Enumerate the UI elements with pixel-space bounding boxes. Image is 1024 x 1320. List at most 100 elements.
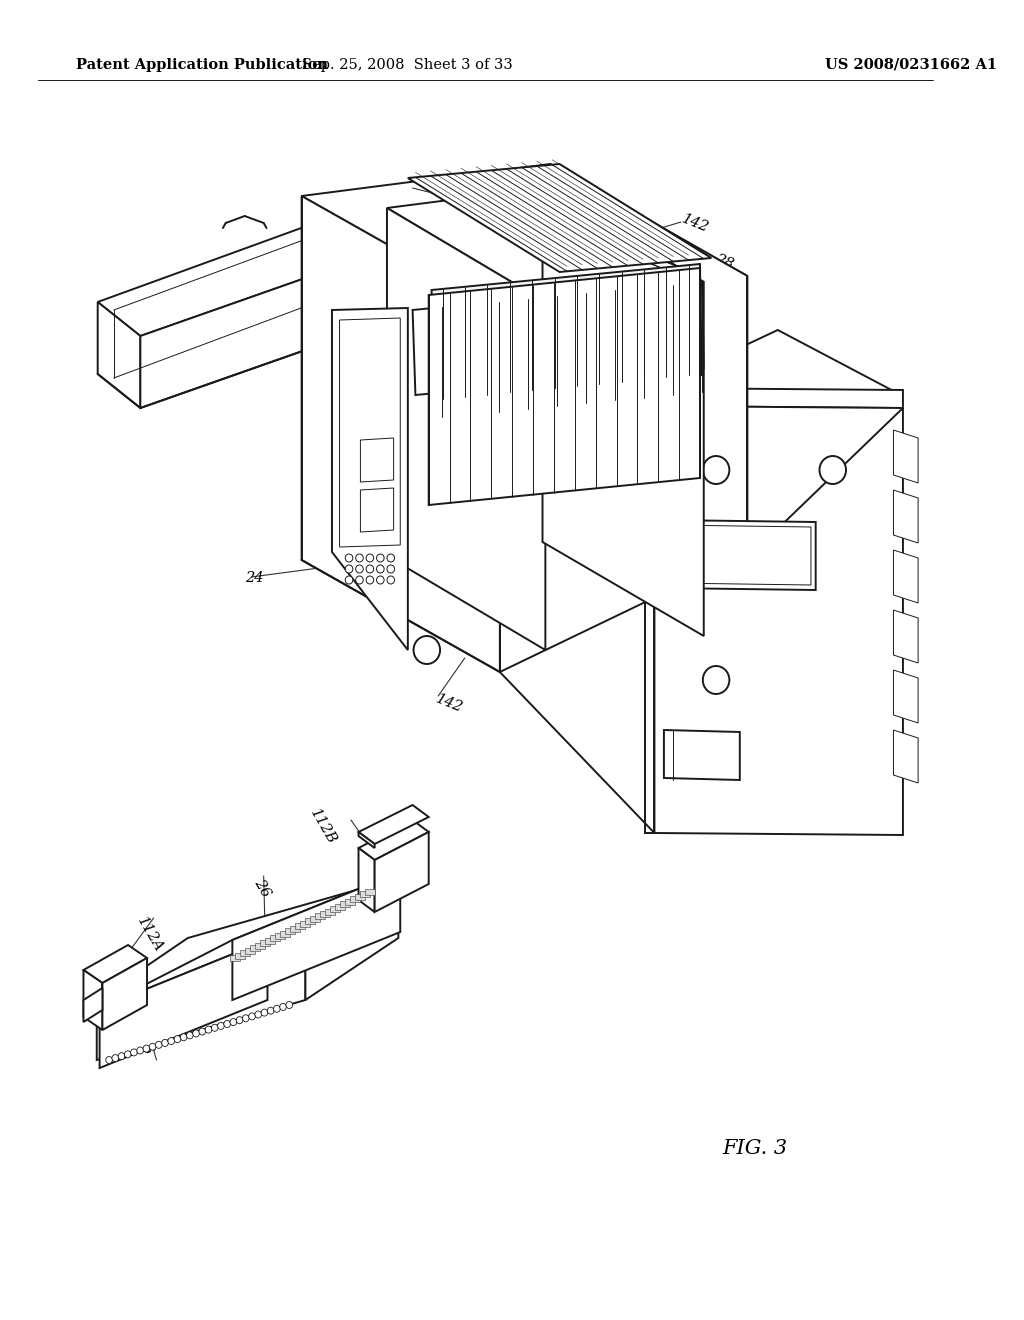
Polygon shape <box>358 832 375 847</box>
Polygon shape <box>260 940 270 946</box>
Polygon shape <box>281 931 290 937</box>
Circle shape <box>355 565 364 573</box>
Polygon shape <box>295 923 305 929</box>
Polygon shape <box>664 520 816 590</box>
Text: 112A: 112A <box>134 915 166 954</box>
Circle shape <box>387 576 394 583</box>
Polygon shape <box>387 187 703 302</box>
Circle shape <box>355 554 364 562</box>
Circle shape <box>118 1053 125 1060</box>
Circle shape <box>255 1011 261 1018</box>
Polygon shape <box>286 928 295 935</box>
Circle shape <box>261 1008 267 1016</box>
Circle shape <box>345 565 353 573</box>
Circle shape <box>105 1056 113 1064</box>
Polygon shape <box>360 488 393 532</box>
Polygon shape <box>241 950 250 956</box>
Circle shape <box>193 1030 200 1038</box>
Polygon shape <box>350 896 359 903</box>
Circle shape <box>267 1007 274 1014</box>
Polygon shape <box>265 939 274 944</box>
Text: 96: 96 <box>134 1035 156 1057</box>
Polygon shape <box>251 945 260 952</box>
Polygon shape <box>302 195 500 672</box>
Polygon shape <box>413 282 703 395</box>
Circle shape <box>377 554 384 562</box>
Polygon shape <box>302 164 748 308</box>
Polygon shape <box>97 222 362 337</box>
Polygon shape <box>96 878 398 1001</box>
Circle shape <box>355 576 364 583</box>
Polygon shape <box>321 911 330 917</box>
Circle shape <box>230 1019 237 1026</box>
Polygon shape <box>408 164 712 272</box>
Polygon shape <box>331 906 340 912</box>
Polygon shape <box>355 894 365 900</box>
Polygon shape <box>894 550 919 603</box>
Polygon shape <box>305 919 314 924</box>
Polygon shape <box>96 940 305 1060</box>
Polygon shape <box>645 388 654 833</box>
Polygon shape <box>360 891 370 898</box>
Polygon shape <box>340 902 350 907</box>
Circle shape <box>414 636 440 664</box>
Circle shape <box>112 1055 119 1061</box>
Polygon shape <box>275 933 285 939</box>
Polygon shape <box>366 888 375 895</box>
Circle shape <box>702 455 729 484</box>
Circle shape <box>180 1034 187 1040</box>
Polygon shape <box>99 873 400 1008</box>
Polygon shape <box>84 987 102 1022</box>
Polygon shape <box>360 438 393 482</box>
Circle shape <box>273 1006 281 1012</box>
Polygon shape <box>358 847 375 912</box>
Polygon shape <box>230 954 240 961</box>
Circle shape <box>286 1002 293 1008</box>
Circle shape <box>186 1032 194 1039</box>
Text: 102: 102 <box>105 1002 132 1032</box>
Text: 112B: 112B <box>307 807 338 847</box>
Polygon shape <box>335 904 345 909</box>
Text: 24: 24 <box>245 572 263 585</box>
Polygon shape <box>246 948 255 953</box>
Circle shape <box>131 1049 137 1056</box>
Polygon shape <box>358 805 429 843</box>
Circle shape <box>367 565 374 573</box>
Circle shape <box>124 1051 131 1057</box>
Circle shape <box>218 1023 224 1030</box>
Polygon shape <box>300 921 310 927</box>
Polygon shape <box>345 899 354 904</box>
Circle shape <box>249 1012 255 1020</box>
Circle shape <box>819 455 846 484</box>
Circle shape <box>137 1047 143 1053</box>
Circle shape <box>243 1015 249 1022</box>
Polygon shape <box>99 940 267 1068</box>
Polygon shape <box>358 820 429 861</box>
Polygon shape <box>894 671 919 723</box>
Circle shape <box>168 1038 174 1044</box>
Polygon shape <box>654 330 901 453</box>
Polygon shape <box>84 970 102 1030</box>
Polygon shape <box>305 878 398 1001</box>
Polygon shape <box>654 407 903 836</box>
Polygon shape <box>654 388 903 408</box>
Polygon shape <box>543 187 703 636</box>
Polygon shape <box>102 958 147 1030</box>
Text: US 2008/0231662 A1: US 2008/0231662 A1 <box>825 58 997 73</box>
Circle shape <box>237 1016 243 1024</box>
Circle shape <box>174 1036 181 1043</box>
Polygon shape <box>97 302 140 408</box>
Polygon shape <box>291 925 300 932</box>
Circle shape <box>345 576 353 583</box>
Circle shape <box>387 565 394 573</box>
Polygon shape <box>429 268 700 506</box>
Polygon shape <box>140 257 362 408</box>
Circle shape <box>211 1024 218 1031</box>
Circle shape <box>224 1020 230 1027</box>
Text: Sep. 25, 2008  Sheet 3 of 33: Sep. 25, 2008 Sheet 3 of 33 <box>302 58 513 73</box>
Circle shape <box>702 667 729 694</box>
Polygon shape <box>894 490 919 543</box>
Circle shape <box>345 554 353 562</box>
Circle shape <box>377 565 384 573</box>
Circle shape <box>205 1026 212 1034</box>
